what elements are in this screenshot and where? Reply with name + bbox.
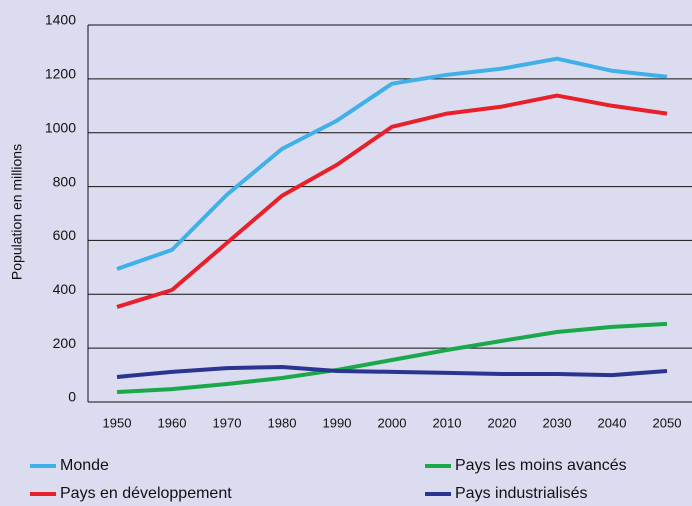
series-line xyxy=(116,364,668,379)
x-tick-label: 1950 xyxy=(103,415,132,430)
y-tick-label: 1200 xyxy=(45,66,76,82)
x-tick-label: 2020 xyxy=(488,415,517,430)
legend-label: Monde xyxy=(60,457,109,474)
x-tick-label: 2000 xyxy=(378,415,407,430)
y-tick-label: 400 xyxy=(53,281,77,297)
x-tick-label: 2010 xyxy=(433,415,462,430)
series-line xyxy=(116,321,668,395)
x-tick-label: 2040 xyxy=(598,415,627,430)
y-tick-label: 0 xyxy=(68,389,76,405)
x-tick-label: 1980 xyxy=(268,415,297,430)
y-tick-label: 1000 xyxy=(45,119,76,135)
legend-label: Pays les moins avancés xyxy=(455,457,627,474)
legend-label: Pays industrialisés xyxy=(455,485,588,502)
y-tick-label: 1400 xyxy=(45,12,76,28)
legend-label: Pays en développement xyxy=(60,485,232,502)
x-tick-label: 2030 xyxy=(543,415,572,430)
y-tick-label: 200 xyxy=(53,335,77,351)
series-line xyxy=(116,56,668,271)
x-tick-label: 1990 xyxy=(323,415,352,430)
x-tick-label: 1970 xyxy=(213,415,242,430)
x-tick-label: 2050 xyxy=(653,415,682,430)
x-tick-label: 1960 xyxy=(158,415,187,430)
y-axis-label: Population en millions xyxy=(9,144,25,280)
y-tick-label: 600 xyxy=(53,227,77,243)
series-line xyxy=(116,93,668,309)
y-tick-label: 800 xyxy=(53,173,77,189)
